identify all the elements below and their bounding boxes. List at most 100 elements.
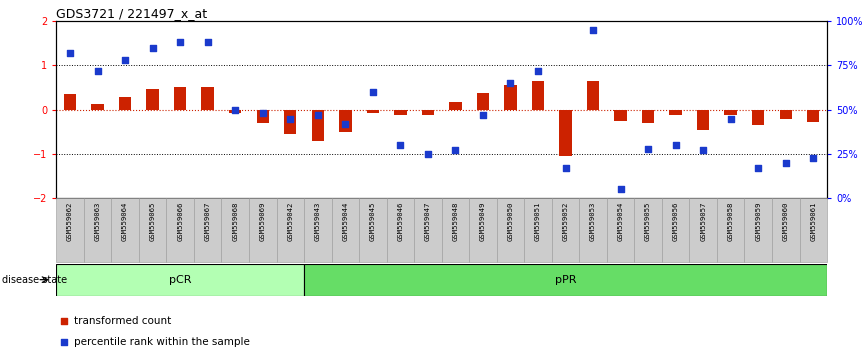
- Point: [449, 148, 462, 153]
- Bar: [119, 97, 132, 110]
- Bar: [394, 110, 406, 115]
- Point: [255, 110, 269, 116]
- Text: GSM559051: GSM559051: [535, 201, 541, 241]
- Bar: [717, 198, 745, 262]
- Point: [531, 68, 545, 74]
- Bar: [146, 88, 158, 110]
- Bar: [202, 87, 214, 110]
- Text: GSM559043: GSM559043: [315, 201, 320, 241]
- Bar: [249, 198, 276, 262]
- Bar: [139, 198, 166, 262]
- Bar: [579, 198, 607, 262]
- Text: transformed count: transformed count: [74, 316, 171, 326]
- Bar: [174, 87, 186, 110]
- Bar: [697, 110, 709, 130]
- Text: GSM559061: GSM559061: [811, 201, 817, 241]
- Bar: [359, 198, 386, 262]
- Point: [201, 40, 215, 45]
- Point: [724, 116, 738, 121]
- Point: [57, 339, 71, 345]
- Text: GSM559067: GSM559067: [204, 201, 210, 241]
- Bar: [587, 81, 599, 110]
- Bar: [56, 264, 304, 296]
- Bar: [332, 198, 359, 262]
- Bar: [64, 94, 76, 110]
- Bar: [92, 104, 104, 110]
- Text: GSM559069: GSM559069: [260, 201, 266, 241]
- Point: [229, 107, 242, 113]
- Point: [779, 160, 792, 166]
- Point: [145, 45, 159, 51]
- Bar: [607, 198, 634, 262]
- Bar: [449, 102, 462, 110]
- Bar: [304, 198, 332, 262]
- Bar: [339, 110, 352, 132]
- Bar: [504, 85, 517, 110]
- Bar: [662, 198, 689, 262]
- Text: GSM559055: GSM559055: [645, 201, 651, 241]
- Bar: [194, 198, 222, 262]
- Bar: [532, 81, 544, 110]
- Bar: [112, 198, 139, 262]
- Point: [586, 27, 600, 33]
- Point: [696, 148, 710, 153]
- Bar: [497, 198, 524, 262]
- Text: GSM559062: GSM559062: [67, 201, 73, 241]
- Text: pPR: pPR: [555, 275, 576, 285]
- Point: [806, 155, 820, 160]
- Point: [57, 318, 71, 324]
- Bar: [752, 110, 765, 125]
- Point: [559, 165, 572, 171]
- Bar: [222, 198, 249, 262]
- Bar: [799, 198, 827, 262]
- Bar: [634, 198, 662, 262]
- Text: GSM559064: GSM559064: [122, 201, 128, 241]
- Bar: [386, 198, 414, 262]
- Text: pCR: pCR: [169, 275, 191, 285]
- Text: GSM559058: GSM559058: [727, 201, 734, 241]
- Bar: [779, 110, 792, 120]
- Text: GSM559065: GSM559065: [150, 201, 156, 241]
- Point: [614, 187, 628, 192]
- Text: GSM559053: GSM559053: [590, 201, 596, 241]
- Point: [311, 112, 325, 118]
- Text: GSM559049: GSM559049: [480, 201, 486, 241]
- Point: [118, 57, 132, 63]
- Bar: [414, 198, 442, 262]
- Bar: [284, 110, 296, 134]
- Bar: [772, 198, 799, 262]
- Text: GSM559045: GSM559045: [370, 201, 376, 241]
- Point: [393, 142, 407, 148]
- Bar: [469, 198, 497, 262]
- Bar: [807, 110, 819, 122]
- Bar: [689, 198, 717, 262]
- Text: GSM559052: GSM559052: [563, 201, 568, 241]
- Text: GSM559056: GSM559056: [673, 201, 679, 241]
- Point: [421, 151, 435, 157]
- Text: GSM559066: GSM559066: [178, 201, 183, 241]
- Point: [476, 112, 490, 118]
- Point: [752, 165, 766, 171]
- Text: percentile rank within the sample: percentile rank within the sample: [74, 337, 249, 347]
- Point: [283, 116, 297, 121]
- Bar: [166, 198, 194, 262]
- Bar: [725, 110, 737, 115]
- Text: disease state: disease state: [2, 275, 67, 285]
- Point: [173, 40, 187, 45]
- Bar: [669, 110, 682, 115]
- Bar: [229, 110, 242, 113]
- Text: GSM559050: GSM559050: [507, 201, 514, 241]
- Text: GSM559047: GSM559047: [425, 201, 431, 241]
- Point: [641, 146, 655, 152]
- Point: [63, 50, 77, 56]
- Bar: [84, 198, 112, 262]
- Bar: [276, 198, 304, 262]
- Bar: [304, 264, 827, 296]
- Point: [339, 121, 352, 127]
- Point: [503, 80, 517, 86]
- Text: GSM559068: GSM559068: [232, 201, 238, 241]
- Bar: [552, 198, 579, 262]
- Point: [366, 89, 380, 95]
- Bar: [477, 93, 489, 110]
- Text: GDS3721 / 221497_x_at: GDS3721 / 221497_x_at: [56, 7, 208, 20]
